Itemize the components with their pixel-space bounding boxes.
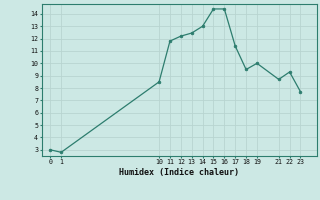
X-axis label: Humidex (Indice chaleur): Humidex (Indice chaleur) <box>119 168 239 177</box>
